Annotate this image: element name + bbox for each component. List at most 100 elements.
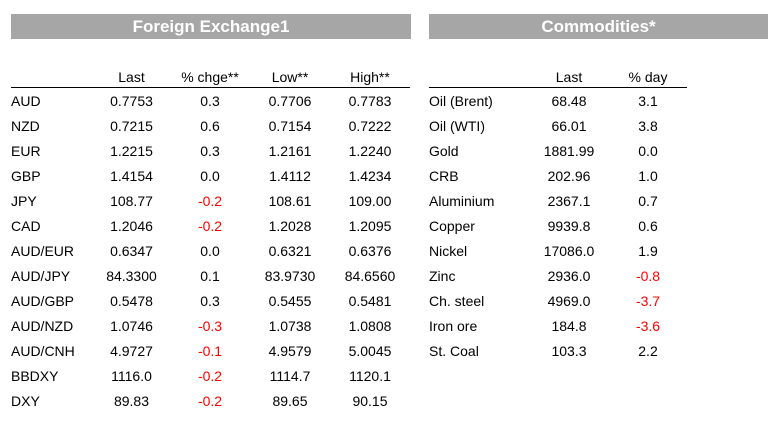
cell-name: AUD/CNH	[11, 342, 75, 359]
commodities-section-title: Commodities*	[429, 14, 768, 39]
cell-last: 68.48	[551, 92, 587, 109]
cell-last: 9939.8	[547, 217, 591, 234]
commodities-header-row: Last % day	[429, 63, 687, 88]
cell-name: Aluminium	[429, 192, 495, 209]
table-row: AUD/JPY 84.3300 0.1 83.9730 84.6560	[11, 263, 410, 288]
cell-high: 0.7783	[348, 92, 392, 109]
cell-chg: 3.8	[638, 117, 658, 134]
cell-name: Copper	[429, 217, 475, 234]
table-row: AUD/CNH 4.9727 -0.1 4.9579 5.0045	[11, 338, 410, 363]
cell-last: 108.77	[110, 192, 153, 209]
fx-header-low: Low**	[250, 63, 330, 88]
table-row: AUD/GBP 0.5478 0.3 0.5455 0.5481	[11, 288, 410, 313]
cell-low: 1.2161	[268, 142, 312, 159]
cell-chg: 3.1	[638, 92, 658, 109]
table-row: NZD 0.7215 0.6 0.7154 0.7222	[11, 113, 410, 138]
table-row: EUR 1.2215 0.3 1.2161 1.2240	[11, 138, 410, 163]
cell-name: AUD/GBP	[11, 292, 75, 309]
cell-last: 1881.99	[543, 142, 595, 159]
cell-last: 0.7753	[110, 92, 153, 109]
fx-header-change: % chge**	[170, 63, 250, 88]
cell-last: 184.8	[551, 317, 587, 334]
cell-name: AUD/JPY	[11, 267, 71, 284]
commodities-header-last: Last	[529, 63, 609, 88]
cell-chg: -0.2	[197, 192, 223, 209]
cell-name: Oil (WTI)	[429, 117, 485, 134]
commodities-table: Last % day Oil (Brent) 68.48 3.1 Oil (WTI) 6…	[429, 63, 687, 363]
cell-chg: 0.3	[200, 292, 220, 309]
cell-last: 1.2215	[110, 142, 153, 159]
table-row: AUD/NZD 1.0746 -0.3 1.0738 1.0808	[11, 313, 410, 338]
cell-chg: 0.3	[200, 142, 220, 159]
fx-header-row: Last % chge** Low** High**	[11, 63, 410, 88]
cell-name: JPY	[11, 192, 37, 209]
cell-name: Gold	[429, 142, 459, 159]
cell-last: 1.2046	[110, 217, 153, 234]
commodities-header-day-change: % day	[609, 63, 687, 88]
cell-high: 90.15	[352, 392, 388, 409]
cell-low: 0.7154	[268, 117, 312, 134]
cell-high: 1.4234	[348, 167, 392, 184]
cell-chg: 0.7	[638, 192, 658, 209]
fx-header-last: Last	[93, 63, 170, 88]
cell-name: Nickel	[429, 242, 468, 259]
cell-high: 1120.1	[349, 367, 391, 384]
cell-name: CRB	[429, 167, 459, 184]
cell-low: 0.7706	[268, 92, 312, 109]
cell-name: GBP	[11, 167, 41, 184]
cell-last: 0.5478	[110, 292, 153, 309]
cell-name: Oil (Brent)	[429, 92, 493, 109]
fx-table: Last % chge** Low** High** AUD 0.7753 0.3 0…	[11, 63, 410, 413]
cell-last: 1116.0	[111, 367, 152, 384]
cell-chg: -0.8	[635, 267, 661, 284]
cell-low: 1.2028	[268, 217, 312, 234]
cell-last: 0.6347	[110, 242, 153, 259]
cell-chg: 0.6	[638, 217, 658, 234]
cell-chg: -0.3	[197, 317, 223, 334]
cell-chg: -0.2	[197, 367, 223, 384]
cell-chg: 2.2	[638, 342, 658, 359]
cell-low: 89.65	[272, 392, 308, 409]
table-row: Nickel 17086.0 1.9	[429, 238, 687, 263]
table-row: St. Coal 103.3 2.2	[429, 338, 687, 363]
cell-name: St. Coal	[429, 342, 479, 359]
table-row: Copper 9939.8 0.6	[429, 213, 687, 238]
cell-last: 89.83	[113, 392, 150, 409]
cell-name: NZD	[11, 117, 40, 134]
table-row: JPY 108.77 -0.2 108.61 109.00	[11, 188, 410, 213]
fx-section-title: Foreign Exchange1	[11, 14, 411, 39]
cell-last: 17086.0	[543, 242, 595, 259]
cell-last: 103.3	[551, 342, 587, 359]
table-row: CAD 1.2046 -0.2 1.2028 1.2095	[11, 213, 410, 238]
cell-name: BBDXY	[11, 367, 59, 384]
cell-name: Zinc	[429, 267, 456, 284]
cell-chg: -0.2	[197, 392, 223, 409]
cell-chg: 0.0	[638, 142, 658, 159]
cell-last: 4.9727	[110, 342, 153, 359]
cell-last: 4969.0	[547, 292, 591, 309]
cell-chg: -3.6	[635, 317, 661, 334]
cell-high: 1.2095	[348, 217, 392, 234]
cell-last: 66.01	[551, 117, 587, 134]
cell-chg: 0.3	[200, 92, 220, 109]
cell-low: 0.5455	[268, 292, 312, 309]
cell-high: 84.6560	[344, 267, 396, 284]
cell-name: CAD	[11, 217, 41, 234]
cell-last: 2367.1	[547, 192, 591, 209]
cell-name: AUD	[11, 92, 41, 109]
cell-last: 1.0746	[110, 317, 153, 334]
cell-low: 1.4112	[269, 167, 311, 184]
table-row: GBP 1.4154 0.0 1.4112 1.4234	[11, 163, 410, 188]
cell-low: 108.61	[268, 192, 312, 209]
cell-chg: 0.0	[200, 167, 220, 184]
fx-header-name	[11, 63, 93, 88]
table-row: BBDXY 1116.0 -0.2 1114.7 1120.1	[11, 363, 410, 388]
cell-chg: -3.7	[635, 292, 661, 309]
table-row: Iron ore 184.8 -3.6	[429, 313, 687, 338]
cell-chg: 1.9	[638, 242, 658, 259]
commodities-header-name	[429, 63, 529, 88]
cell-low: 4.9579	[268, 342, 312, 359]
cell-high: 109.00	[348, 192, 392, 209]
cell-high: 1.2240	[348, 142, 392, 159]
cell-low: 1.0738	[268, 317, 312, 334]
